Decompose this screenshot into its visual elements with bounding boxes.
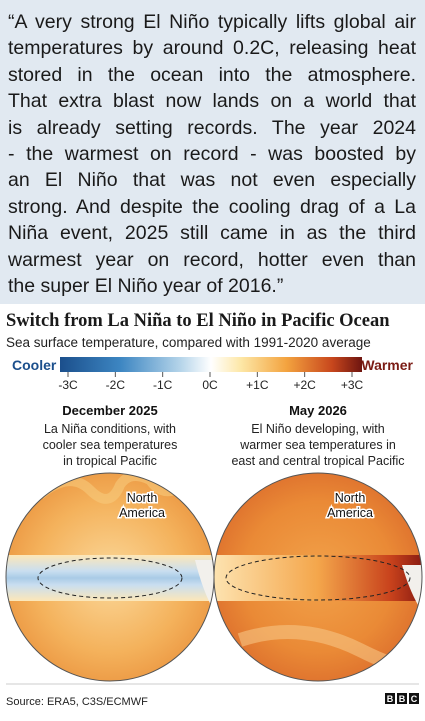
quote-line: Niña event, 2025 still came in as the th… xyxy=(8,222,416,245)
panel-description: warmer sea temperatures in xyxy=(239,438,396,452)
panel-date: December 2025 xyxy=(62,403,157,418)
scale-tick-label: -2C xyxy=(106,378,126,392)
quote-line: “A very strong El Niño typically lifts g… xyxy=(8,11,416,33)
bbc-logo-letter: C xyxy=(411,694,418,704)
panel-description: east and central tropical Pacific xyxy=(231,454,404,468)
panel-description: in tropical Pacific xyxy=(63,454,157,468)
quote-line: temperatures by around 0.2C, releasing h… xyxy=(8,37,416,60)
quote-line: That extra blast now lands on a world th… xyxy=(8,90,416,113)
graphic-title: Switch from La Niña to El Niño in Pacifi… xyxy=(6,311,390,331)
bbc-logo-letter: B xyxy=(387,694,394,704)
quote-box: “A very strong El Niño typically lifts g… xyxy=(0,0,425,304)
scale-tick-label: -3C xyxy=(58,378,78,392)
color-scale xyxy=(60,357,362,372)
scale-tick-label: +3C xyxy=(341,378,364,392)
quote-line: the super El Niño year of 2016.” xyxy=(8,275,284,297)
map-left xyxy=(6,473,214,681)
scale-tick-label: +2C xyxy=(293,378,316,392)
scale-tick-label: 0C xyxy=(202,378,218,392)
source: Source: ERA5, C3S/ECMWF xyxy=(6,696,148,708)
bbc-logo xyxy=(385,693,419,704)
quote-line: is already setting records. The year 202… xyxy=(8,116,416,139)
panel-date: May 2026 xyxy=(289,403,347,418)
scale-low-label: Cooler xyxy=(12,357,57,373)
quote-line: warmest year on record, hotter even than xyxy=(8,248,416,271)
scale-tick-label: -1C xyxy=(153,378,173,392)
bbc-logo-letter: B xyxy=(399,694,406,704)
panel-description: La Niña conditions, with xyxy=(44,422,176,436)
graphic-subtitle: Sea surface temperature, compared with 1… xyxy=(6,335,371,350)
map-label: North xyxy=(127,491,158,505)
quote-line: an El Niño that was not even especially xyxy=(8,169,416,192)
quote-line: strong. And despite the cooling drag of … xyxy=(8,195,416,218)
quote-line: stored in the ocean into the atmosphere. xyxy=(8,63,416,86)
panel-description: El Niño developing, with xyxy=(251,422,384,436)
map-label: America xyxy=(119,506,165,520)
panel-description: cooler sea temperatures xyxy=(43,438,178,452)
scale-high-label: Warmer xyxy=(361,357,413,373)
map-label: North xyxy=(335,491,366,505)
map-label: America xyxy=(327,506,373,520)
scale-tick-label: +1C xyxy=(246,378,269,392)
quote-line: - the warmest on record - was boosted by xyxy=(8,143,416,165)
